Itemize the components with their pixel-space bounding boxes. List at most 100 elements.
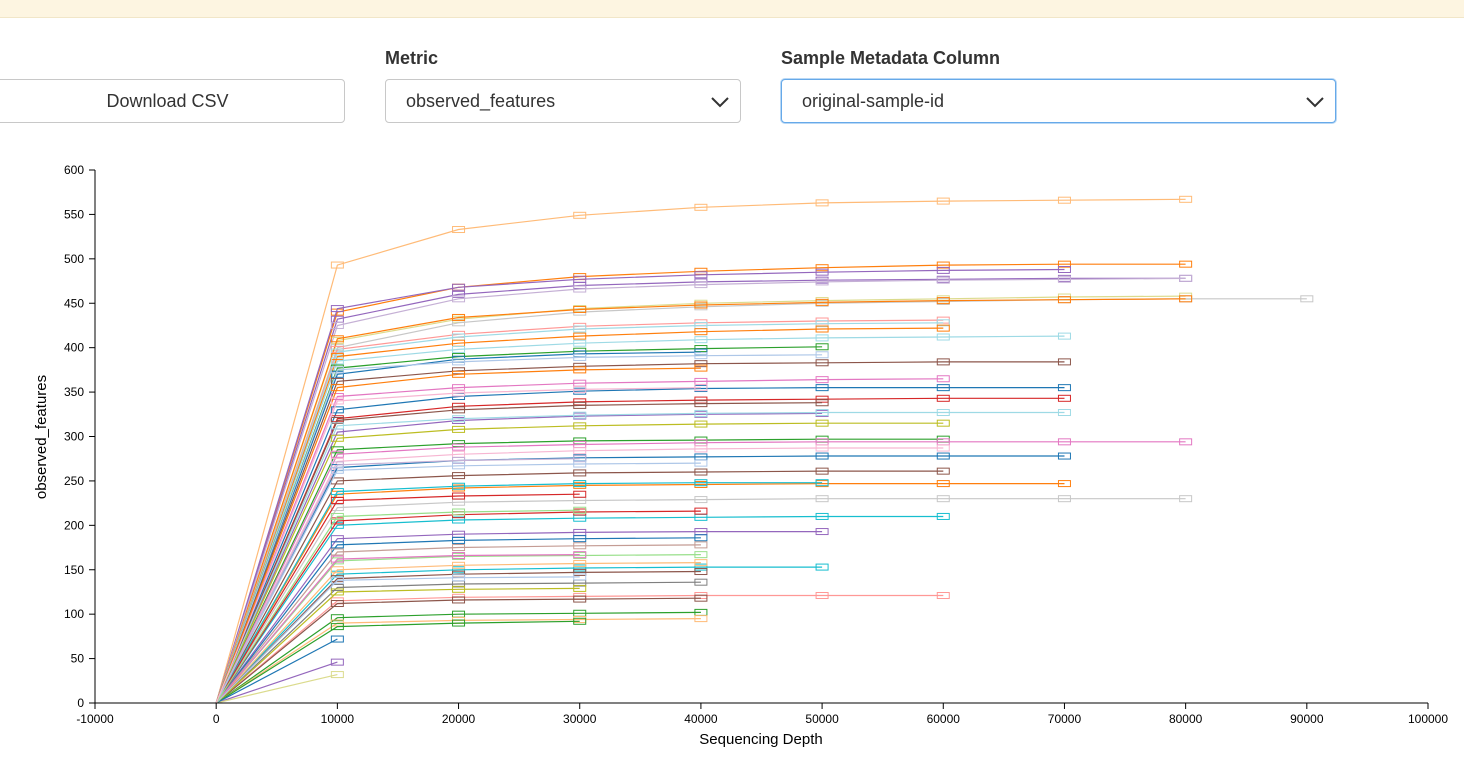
- series-point-box: [573, 455, 587, 463]
- series-point-box: [452, 516, 466, 524]
- series-point-box: [815, 592, 829, 600]
- series-point-box: [815, 351, 829, 359]
- series-line: [215, 482, 823, 704]
- series-point-box: [936, 467, 950, 475]
- series-point-box: [815, 495, 829, 503]
- series-point-box: [330, 512, 344, 520]
- series-point-box: [330, 566, 344, 574]
- series-point-box: [330, 504, 344, 512]
- series-point-box: [694, 281, 708, 289]
- series-line: [215, 554, 701, 704]
- series-point-box: [1057, 275, 1071, 283]
- series-line: [215, 322, 944, 704]
- series-point-box: [573, 353, 587, 361]
- series-point-box: [330, 517, 344, 525]
- series-point-box: [815, 343, 829, 351]
- series-point-box: [936, 333, 950, 341]
- series-line: [215, 537, 701, 704]
- download-csv-button[interactable]: Download CSV: [0, 79, 345, 123]
- series-line: [215, 544, 701, 704]
- series-point-box: [694, 559, 708, 567]
- series-point-box: [452, 596, 466, 604]
- series-point-box: [1057, 394, 1071, 402]
- x-tick-label: 10000: [321, 712, 355, 726]
- series-point-box: [694, 468, 708, 476]
- series-point-box: [330, 422, 344, 430]
- series-line: [216, 661, 338, 704]
- sample-metadata-column-label: Sample Metadata Column: [781, 48, 1001, 68]
- series-point-box: [573, 568, 587, 576]
- series-point-box: [330, 461, 344, 469]
- series-point-box: [936, 261, 950, 269]
- series-point-box: [815, 298, 829, 306]
- series-point-box: [936, 394, 950, 402]
- series-point-box: [330, 588, 344, 596]
- metric-select[interactable]: observed_features: [385, 79, 741, 123]
- series-point-box: [452, 508, 466, 516]
- series-point-box: [694, 328, 708, 336]
- y-tick-label: 450: [64, 296, 84, 310]
- series-point-box: [694, 479, 708, 487]
- y-tick-label: 100: [64, 607, 84, 621]
- series-point-box: [1057, 480, 1071, 488]
- series-point-box: [452, 482, 466, 490]
- series-point-box: [936, 419, 950, 427]
- series-line: [215, 335, 1065, 704]
- series-point-box: [694, 507, 708, 515]
- series-point-box: [330, 446, 344, 454]
- series-line: [215, 354, 823, 704]
- series-point-box: [573, 339, 587, 347]
- series-point-box: [694, 384, 708, 392]
- series-layer: [215, 195, 1314, 704]
- series-line: [215, 462, 701, 704]
- series-point-box: [452, 389, 466, 397]
- series-point-box: [330, 600, 344, 608]
- series-line: [215, 277, 1186, 704]
- series-point-box: [1057, 438, 1071, 446]
- series-point-box: [452, 544, 466, 552]
- series-point-box: [573, 617, 587, 625]
- series-point-box: [573, 325, 587, 333]
- series-line: [215, 455, 1065, 704]
- metric-select-value: observed_features: [406, 91, 556, 111]
- series-point-box: [573, 332, 587, 340]
- sample-metadata-column-select[interactable]: original-sample-id: [781, 79, 1336, 123]
- series-point-box: [330, 541, 344, 549]
- series-point-box: [1179, 274, 1193, 282]
- x-tick-label: 40000: [684, 712, 718, 726]
- y-tick-label: 50: [71, 652, 85, 666]
- x-tick-label: 60000: [927, 712, 961, 726]
- series-point-box: [694, 568, 708, 576]
- series-point-box: [1057, 384, 1071, 392]
- series-point-box: [452, 561, 466, 569]
- series-point-box: [573, 366, 587, 374]
- series-line: [215, 638, 338, 704]
- series-point-box: [815, 467, 829, 475]
- series-point-box: [452, 619, 466, 627]
- series-point-box: [1057, 265, 1071, 273]
- series-line: [215, 515, 944, 704]
- series-line: [215, 327, 944, 704]
- series-point-box: [330, 576, 344, 584]
- series-point-box: [815, 479, 829, 487]
- series-point-box: [330, 261, 344, 269]
- x-tick-label: 50000: [805, 712, 839, 726]
- series-line: [215, 470, 944, 704]
- series-point-box: [1057, 452, 1071, 460]
- series-point-box: [694, 496, 708, 504]
- series-point-box: [452, 345, 466, 353]
- series-point-box: [452, 406, 466, 414]
- series-point-box: [330, 488, 344, 496]
- y-tick-label: 300: [64, 430, 84, 444]
- series-line: [215, 198, 1186, 704]
- metric-label: Metric: [385, 48, 439, 68]
- series-point-box: [1179, 495, 1193, 503]
- y-tick-label: 150: [64, 563, 84, 577]
- series-point-box: [330, 348, 344, 356]
- series-point-box: [1179, 260, 1193, 268]
- series-point-box: [330, 353, 344, 361]
- series-point-box: [452, 313, 466, 321]
- series-line: [215, 412, 823, 704]
- series-point-box: [694, 563, 708, 571]
- y-tick-label: 600: [64, 163, 84, 177]
